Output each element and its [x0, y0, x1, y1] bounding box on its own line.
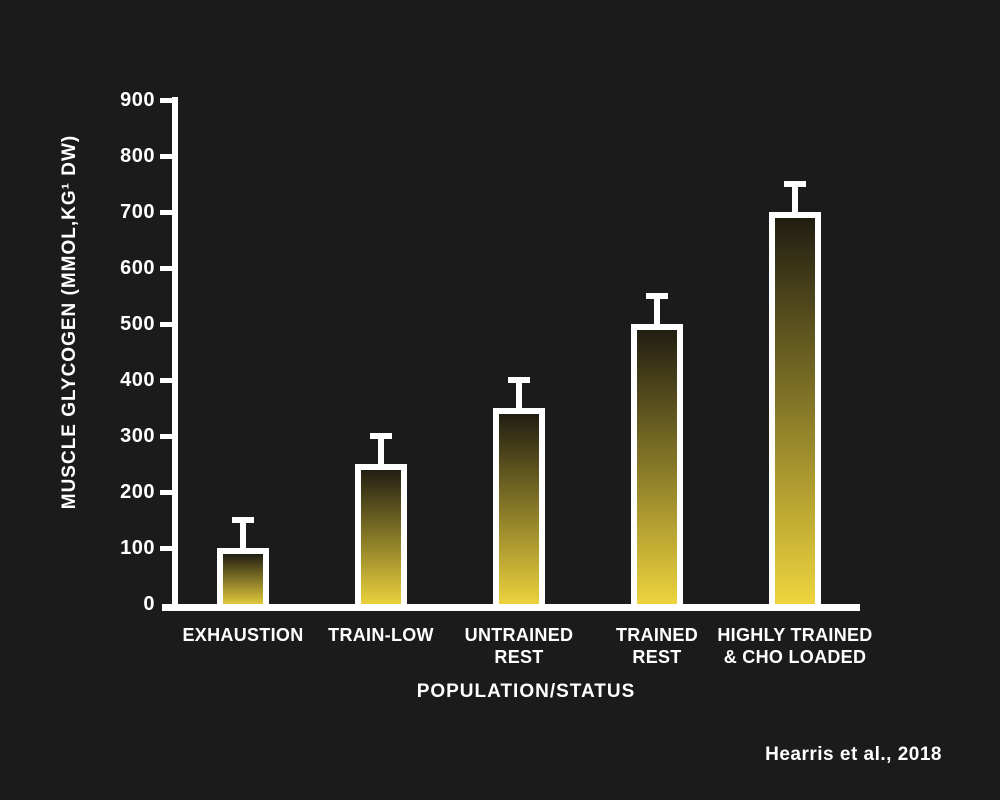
y-tick — [160, 265, 172, 271]
error-bar-stem — [654, 296, 660, 334]
bar-0 — [217, 548, 269, 608]
x-category-label: EXHAUSTION — [153, 624, 333, 646]
y-tick — [160, 377, 172, 383]
y-tick — [160, 545, 172, 551]
error-bar-cap — [370, 433, 392, 439]
bar-1 — [355, 464, 407, 608]
y-tick-label: 100 — [120, 537, 155, 559]
citation: Hearris et al., 2018 — [765, 744, 942, 765]
y-tick — [160, 321, 172, 327]
x-category-label: TRAIN-LOW — [291, 624, 471, 646]
error-bar-stem — [792, 184, 798, 222]
y-tick — [160, 97, 172, 103]
x-category-label: HIGHLY TRAINED & CHO LOADED — [705, 624, 885, 668]
x-category-label-line: HIGHLY TRAINED — [717, 625, 873, 645]
x-category-label: UNTRAINED REST — [429, 624, 609, 668]
bar-3 — [631, 324, 683, 608]
x-axis-line — [162, 604, 860, 611]
y-tick-label: 900 — [120, 89, 155, 111]
bar-4 — [769, 212, 821, 608]
y-tick-label: 700 — [120, 201, 155, 223]
x-category-label-line: REST — [632, 647, 682, 667]
x-category-label-line: & CHO LOADED — [723, 647, 867, 667]
error-bar-cap — [784, 181, 806, 187]
error-bar-stem — [516, 380, 522, 418]
x-axis-title: POPULATION/STATUS — [416, 681, 636, 702]
y-tick-label: 200 — [120, 481, 155, 503]
error-bar-cap — [646, 293, 668, 299]
y-tick-label: 400 — [120, 369, 155, 391]
x-category-label-line: TRAINED — [615, 625, 699, 645]
y-tick-label: 0 — [143, 593, 155, 615]
x-category-label-line: EXHAUSTION — [182, 625, 304, 645]
y-tick — [160, 153, 172, 159]
error-bar-stem — [240, 520, 246, 558]
x-category-label-line: TRAIN-LOW — [328, 625, 434, 645]
error-bar-stem — [378, 436, 384, 474]
y-tick — [160, 209, 172, 215]
error-bar-cap — [508, 377, 530, 383]
y-tick-label: 500 — [120, 313, 155, 335]
y-tick — [160, 489, 172, 495]
y-tick-label: 300 — [120, 425, 155, 447]
y-axis-line — [172, 97, 178, 611]
x-category-label-line: REST — [494, 647, 544, 667]
x-category-label-line: UNTRAINED — [464, 625, 574, 645]
bar-2 — [493, 408, 545, 608]
y-tick — [160, 433, 172, 439]
y-tick-label: 800 — [120, 145, 155, 167]
error-bar-cap — [232, 517, 254, 523]
x-category-label: TRAINED REST — [567, 624, 747, 668]
y-tick-label: 600 — [120, 257, 155, 279]
